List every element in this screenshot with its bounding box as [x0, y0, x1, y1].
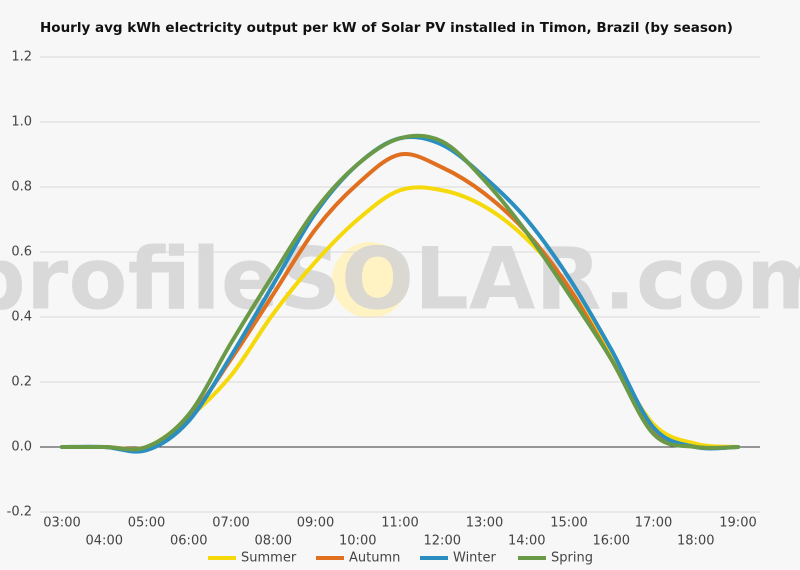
x-tick-label: 08:00: [255, 534, 292, 549]
x-tick-label: 13:00: [466, 516, 503, 531]
watermark: profileSOLAR.com: [0, 229, 800, 329]
x-tick-label: 10:00: [339, 534, 376, 549]
series-line: [60, 133, 740, 452]
x-tick-label: 11:00: [381, 516, 418, 531]
x-tick-label: 16:00: [593, 534, 630, 549]
x-tick-label: 19:00: [719, 516, 756, 531]
legend-label: Autumn: [349, 551, 400, 566]
x-tick-label: 17:00: [635, 516, 672, 531]
x-tick-label: 04:00: [86, 534, 123, 549]
legend-label: Spring: [551, 551, 593, 566]
x-tick-label: 15:00: [550, 516, 587, 531]
x-tick-label: 12:00: [424, 534, 461, 549]
y-tick-label: 0.8: [11, 180, 32, 195]
y-tick-label: 1.2: [11, 50, 32, 65]
x-tick-label: 05:00: [128, 516, 165, 531]
x-tick-label: 14:00: [508, 534, 545, 549]
y-tick-label: 0.2: [11, 375, 32, 390]
chart-title: Hourly avg kWh electricity output per kW…: [40, 20, 733, 36]
x-tick-label: 06:00: [170, 534, 207, 549]
y-tick-label: 0.6: [11, 245, 32, 260]
legend-label: Summer: [241, 551, 297, 566]
y-tick-label: 0.0: [11, 440, 32, 455]
y-tick-label: 0.4: [11, 310, 32, 325]
x-tick-label: 03:00: [43, 516, 80, 531]
x-tick-label: 07:00: [212, 516, 249, 531]
x-tick-label: 09:00: [297, 516, 334, 531]
watermark-sun: [332, 242, 408, 318]
x-tick-label: 18:00: [677, 534, 714, 549]
legend-label: Winter: [453, 551, 497, 566]
y-tick-label: -0.2: [7, 505, 32, 520]
y-tick-label: 1.0: [11, 115, 32, 130]
